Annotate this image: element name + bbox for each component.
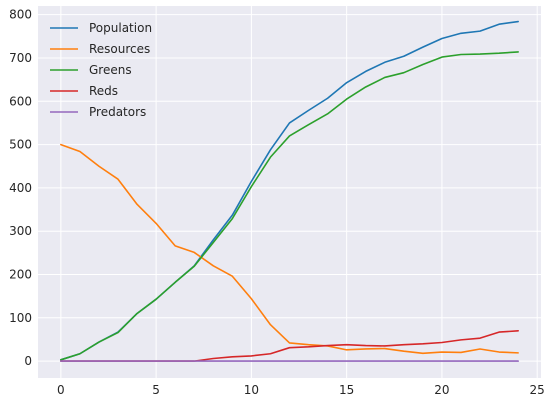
y-tick-label: 500: [9, 138, 32, 152]
legend-label-reds: Reds: [89, 84, 118, 98]
x-tick-label: 5: [152, 383, 160, 397]
series-line-greens: [60, 51, 519, 361]
plot-area: [38, 6, 541, 378]
legend-label-population: Population: [89, 21, 152, 35]
legend: Population Resources Greens Reds Predators: [50, 21, 152, 119]
legend-label-resources: Resources: [89, 42, 150, 56]
y-tick-label: 700: [9, 51, 32, 65]
y-tick-label: 300: [9, 224, 32, 238]
y-tick-label: 600: [9, 94, 32, 108]
legend-label-greens: Greens: [89, 63, 132, 77]
x-tick-label: 0: [57, 383, 65, 397]
y-tick-label: 400: [9, 181, 32, 195]
y-tick-labels: 0 100 200 300 400 500 600 700 800: [9, 8, 32, 368]
x-tick-label: 20: [434, 383, 449, 397]
x-tick-labels: 0 5 10 15 20 25: [57, 383, 545, 397]
x-tick-label: 15: [339, 383, 354, 397]
y-tick-label: 100: [9, 311, 32, 325]
y-tick-label: 200: [9, 267, 32, 281]
legend-label-predators: Predators: [89, 105, 146, 119]
series-lines: [60, 20, 519, 362]
y-tick-label: 800: [9, 8, 32, 22]
x-tick-label: 25: [530, 383, 545, 397]
y-tick-label: 0: [24, 354, 32, 368]
series-line-resources: [60, 143, 519, 355]
x-tick-label: 10: [244, 383, 259, 397]
grid-lines: [38, 6, 541, 378]
